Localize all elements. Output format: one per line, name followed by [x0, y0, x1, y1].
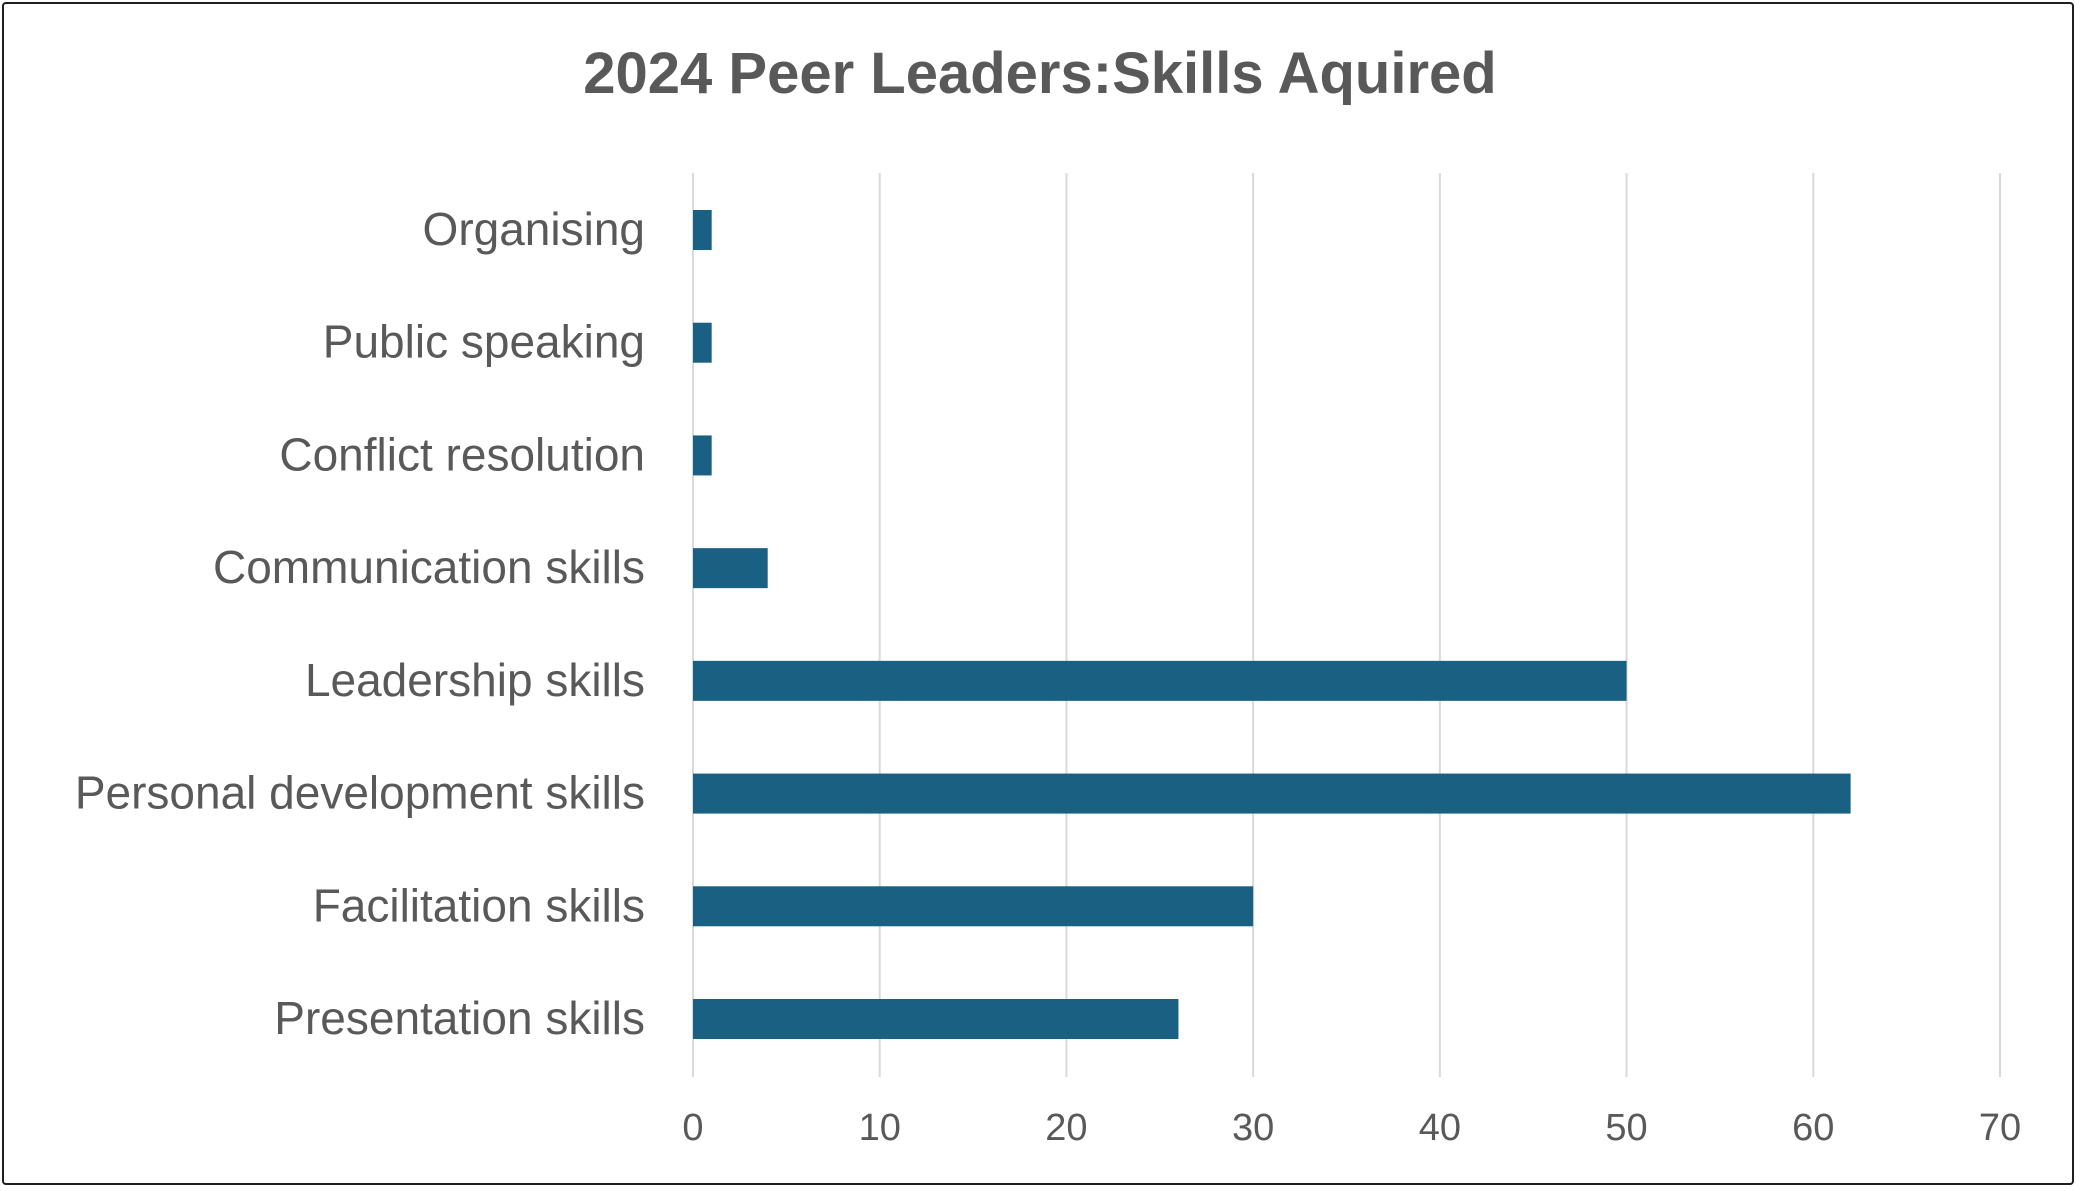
gridlines [692, 173, 2001, 1077]
x-tick-label: 40 [1419, 1107, 1461, 1149]
x-tick-label: 50 [1605, 1107, 1647, 1149]
x-axis-tick-labels: 0 10 20 30 40 50 60 70 [682, 1107, 2021, 1149]
category-label: Communication skills [213, 541, 645, 593]
bar-communication-skills [693, 548, 768, 589]
category-label: Personal development skills [75, 767, 645, 819]
category-label: Organising [423, 203, 645, 255]
bar-organising [693, 210, 712, 250]
category-label: Leadership skills [305, 654, 645, 706]
category-label: Conflict resolution [279, 428, 645, 480]
bar-leadership-skills [693, 660, 1627, 701]
x-tick-label: 70 [1979, 1107, 2021, 1149]
x-tick-label: 10 [859, 1107, 901, 1149]
category-label: Facilitation skills [313, 879, 645, 931]
x-tick-label: 20 [1045, 1107, 1087, 1149]
chart-title: 2024 Peer Leaders:Skills Aquired [583, 41, 1497, 106]
category-label: Presentation skills [274, 992, 645, 1044]
bar-facilitation-skills [693, 886, 1254, 927]
bar-public-speaking [693, 322, 712, 363]
category-labels: Presentation skills Facilitation skills Pe… [75, 203, 645, 1044]
bar-presentation-skills [693, 999, 1179, 1039]
bars [693, 210, 1851, 1039]
category-label: Public speaking [323, 316, 645, 368]
bar-personal-development-skills [693, 773, 1851, 814]
x-tick-label: 30 [1232, 1107, 1274, 1149]
x-tick-label: 60 [1792, 1107, 1834, 1149]
bar-conflict-resolution [693, 435, 712, 476]
x-tick-label: 0 [682, 1107, 703, 1149]
